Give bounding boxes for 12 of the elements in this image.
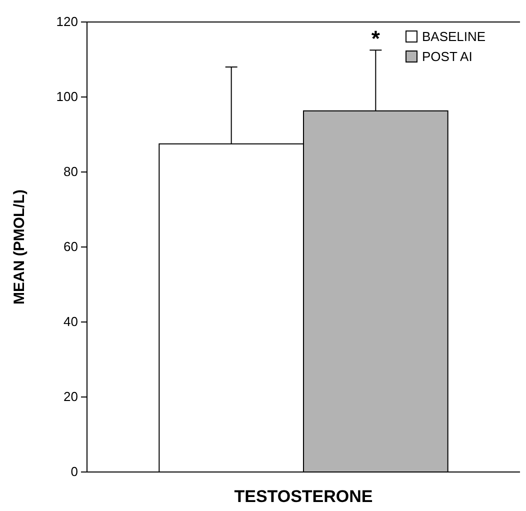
y-tick-label: 20 [64,389,78,404]
legend-label: BASELINE [422,29,486,44]
legend-label: POST AI [422,49,472,64]
y-tick-label: 120 [56,14,78,30]
annotation: * [371,26,380,52]
y-tick-label: 60 [64,239,78,254]
x-tick-label: TESTOSTERONE [234,487,373,506]
y-tick-label: 80 [64,164,78,180]
y-axis-title: MEAN (PMOL/L) [11,190,28,304]
y-tick-label: 0 [70,464,78,480]
y-tick-label: 100 [56,89,78,104]
y-tick-label: 40 [64,314,78,330]
